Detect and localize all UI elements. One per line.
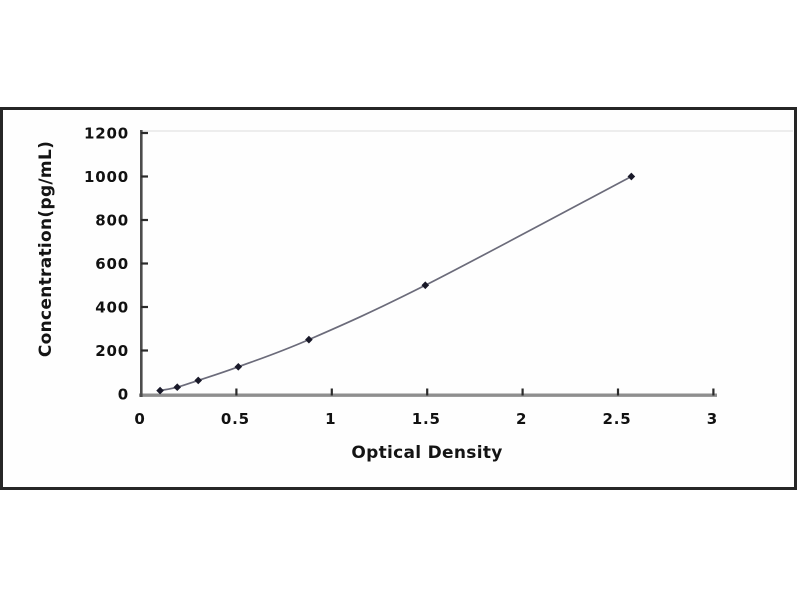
data-point-marker bbox=[194, 376, 203, 385]
y-tick-label: 200 bbox=[95, 342, 129, 360]
x-tick-label: 2 bbox=[516, 410, 527, 428]
x-tick-label: 0.5 bbox=[221, 410, 250, 428]
y-tick-label: 1000 bbox=[84, 168, 129, 186]
x-tick-label: 0 bbox=[134, 410, 145, 428]
standard-curve-line bbox=[159, 175, 632, 392]
y-tick-label: 0 bbox=[118, 386, 129, 404]
data-point-marker bbox=[234, 362, 243, 371]
y-axis-title: Concentration(pg/mL) bbox=[36, 140, 56, 358]
data-point-marker bbox=[156, 386, 164, 395]
x-axis-title: Optical Density bbox=[351, 443, 503, 463]
x-tick-label: 1 bbox=[325, 410, 336, 428]
data-point-marker bbox=[421, 281, 430, 290]
data-point-marker bbox=[627, 172, 636, 181]
data-point-marker bbox=[305, 335, 313, 344]
data-point-marker bbox=[173, 383, 182, 392]
x-tick-label: 3 bbox=[707, 410, 718, 428]
y-tick-label: 400 bbox=[95, 299, 129, 317]
y-tick-label: 1200 bbox=[84, 125, 129, 143]
y-tick-label: 800 bbox=[95, 212, 129, 230]
x-tick-label: 1.5 bbox=[412, 410, 441, 428]
y-tick-label: 600 bbox=[95, 255, 129, 273]
x-tick-label: 2.5 bbox=[603, 410, 632, 428]
